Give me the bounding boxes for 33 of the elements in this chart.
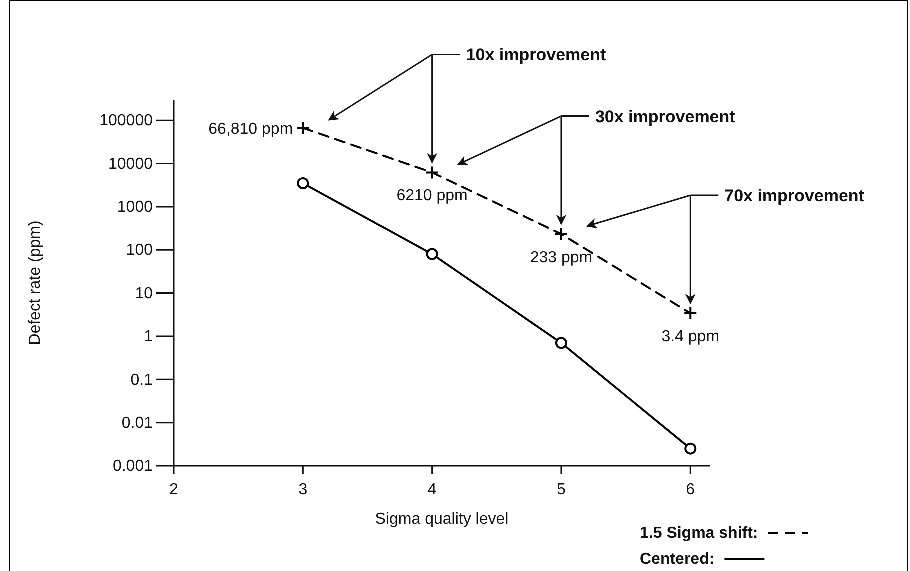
y-tick-label: 0.1 (130, 372, 154, 389)
data-label: 6210 ppm (396, 188, 468, 205)
x-tick-label: 6 (686, 482, 696, 499)
x-tick-label: 2 (170, 482, 179, 499)
point (554, 227, 568, 242)
y-axis-title: Defect rate (ppm) (27, 220, 44, 346)
x-tick-label: 3 (298, 482, 308, 499)
y-tick-label: 1000 (117, 199, 154, 216)
annotation: 30x improvement (595, 107, 736, 126)
data-label: 233 ppm (530, 249, 593, 266)
x-axis-title: Sigma quality level (375, 511, 509, 528)
y-tick-label: 0.01 (122, 414, 154, 432)
data-label: 66,810 ppm (208, 121, 294, 138)
y-tick-label: 10 (135, 285, 154, 302)
y-tick-label: 100 (126, 242, 154, 260)
data-label: 3.4 ppm (662, 328, 720, 346)
x-tick-label: 5 (557, 482, 566, 499)
x-tick-label: 4 (428, 482, 437, 499)
text: 70x improvement (724, 186, 865, 206)
y-tick-label: 10000 (108, 156, 154, 173)
point (425, 166, 440, 180)
legend-label: Centered: (640, 551, 715, 568)
y-tick-label: 100000 (100, 112, 154, 130)
point (555, 337, 568, 350)
point (426, 248, 438, 260)
point (297, 177, 310, 190)
legend-label: 1.5 Sigma shift: (640, 525, 758, 542)
point (684, 306, 698, 321)
y-tick-label: 0.001 (112, 458, 154, 476)
point (684, 442, 697, 455)
text: 10x improvement (466, 46, 606, 65)
point (296, 121, 310, 136)
y-tick-label: 1 (144, 328, 154, 346)
